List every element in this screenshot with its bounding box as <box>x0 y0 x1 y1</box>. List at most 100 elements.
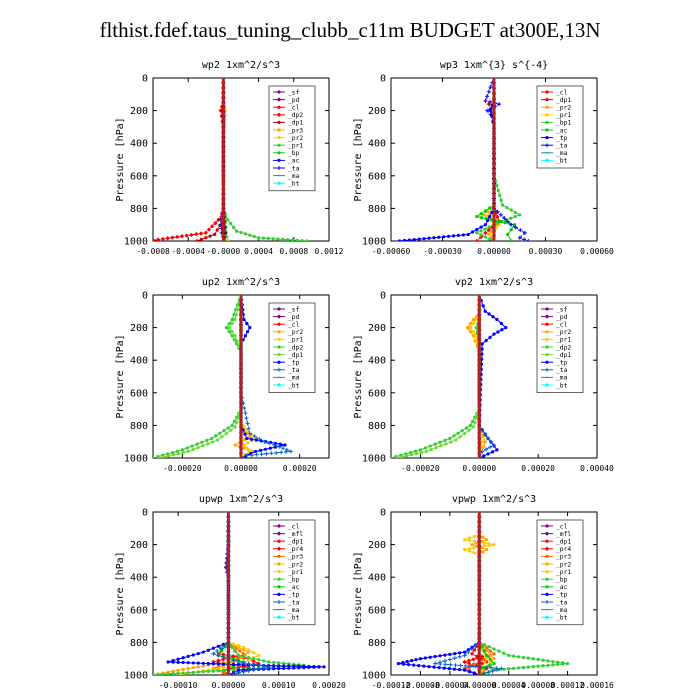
data-point <box>506 232 510 237</box>
data-point <box>211 662 215 666</box>
data-point <box>232 312 236 317</box>
legend-marker <box>545 90 549 94</box>
data-point <box>483 227 487 231</box>
data-point <box>216 666 220 671</box>
data-point <box>488 335 492 339</box>
data-point <box>214 434 218 438</box>
data-point <box>287 666 291 670</box>
data-point <box>245 421 250 426</box>
data-point <box>245 436 249 441</box>
data-point <box>484 447 489 452</box>
data-point <box>181 667 185 672</box>
legend-label: _pr1 <box>288 143 303 150</box>
x-tick-label: -0.00060 <box>372 247 411 256</box>
data-point <box>272 667 276 671</box>
data-point <box>263 447 268 451</box>
y-tick-label: 1000 <box>124 454 148 465</box>
data-point <box>206 648 210 652</box>
x-tick-label: 0.0004 <box>244 247 273 256</box>
legend-label: _bt <box>288 382 300 389</box>
legend-label: _dp1 <box>288 539 303 546</box>
y-tick-label: 0 <box>380 74 386 85</box>
data-point <box>482 454 486 458</box>
data-point <box>160 236 166 241</box>
data-point <box>413 449 418 453</box>
data-point <box>216 217 221 223</box>
data-point <box>221 668 225 673</box>
data-point <box>218 646 223 651</box>
legend-marker <box>545 143 549 148</box>
data-point <box>221 657 226 662</box>
data-point <box>176 660 180 664</box>
legend-marker <box>277 120 281 124</box>
x-tick-label: 0.00000 <box>462 681 496 690</box>
data-point <box>230 423 234 427</box>
data-point <box>229 222 233 226</box>
data-point <box>483 223 488 227</box>
y-tick-label: 400 <box>130 573 148 584</box>
data-point <box>536 657 540 662</box>
data-point <box>488 445 493 450</box>
data-point <box>412 238 416 241</box>
data-point <box>198 231 204 236</box>
y-tick-label: 800 <box>130 204 148 215</box>
data-point <box>433 442 437 446</box>
x-tick-label: 0.00008 <box>521 681 555 690</box>
y-tick-label: 800 <box>130 421 148 432</box>
legend-marker <box>277 524 281 528</box>
data-point <box>467 428 471 432</box>
data-point <box>153 673 155 675</box>
data-point <box>155 237 161 241</box>
data-point <box>556 660 560 664</box>
legend-label: _ma <box>556 607 568 614</box>
data-point <box>259 439 263 443</box>
data-point <box>281 446 286 451</box>
y-tick-label: 400 <box>368 356 386 367</box>
legend-marker <box>276 112 282 117</box>
data-point <box>432 236 436 240</box>
series-line-dp1 <box>158 295 242 458</box>
data-point <box>322 665 326 669</box>
data-point <box>196 661 200 665</box>
data-point <box>277 444 282 449</box>
legend-marker <box>545 353 549 357</box>
legend-marker <box>277 353 281 357</box>
data-point <box>277 664 281 668</box>
data-point <box>231 654 236 659</box>
data-point <box>481 550 485 554</box>
data-point <box>522 237 527 241</box>
data-point <box>266 664 271 669</box>
data-point <box>509 227 513 232</box>
data-point <box>472 551 476 555</box>
data-point <box>490 669 495 674</box>
data-point <box>248 435 252 439</box>
data-point <box>279 450 284 455</box>
data-point <box>407 238 411 241</box>
x-tick-label: 0.00040 <box>580 464 614 473</box>
data-point <box>454 438 458 442</box>
data-point <box>551 663 555 667</box>
data-point <box>221 666 225 670</box>
data-point <box>282 664 286 668</box>
data-point <box>230 321 234 326</box>
data-point <box>438 654 442 658</box>
data-point <box>216 669 220 673</box>
legend-label: _bp <box>288 150 300 157</box>
data-point <box>482 642 486 647</box>
data-point <box>480 440 484 444</box>
data-point <box>460 429 464 433</box>
chart-panel-5: upwp 1xm^2/s^3 Pressure [hPa] 0 200 400 600 80… <box>115 494 346 690</box>
legend-label: _bt <box>288 615 300 622</box>
data-point <box>526 656 530 660</box>
y-tick-label: 1000 <box>362 454 386 465</box>
data-point <box>471 321 475 326</box>
data-point <box>469 646 474 651</box>
data-point <box>181 671 185 675</box>
y-tick-label: 400 <box>130 139 148 150</box>
data-point <box>277 661 281 665</box>
data-point <box>486 452 490 456</box>
data-point <box>236 659 241 664</box>
data-point <box>397 239 402 241</box>
data-point <box>179 234 185 239</box>
data-point <box>479 233 483 237</box>
